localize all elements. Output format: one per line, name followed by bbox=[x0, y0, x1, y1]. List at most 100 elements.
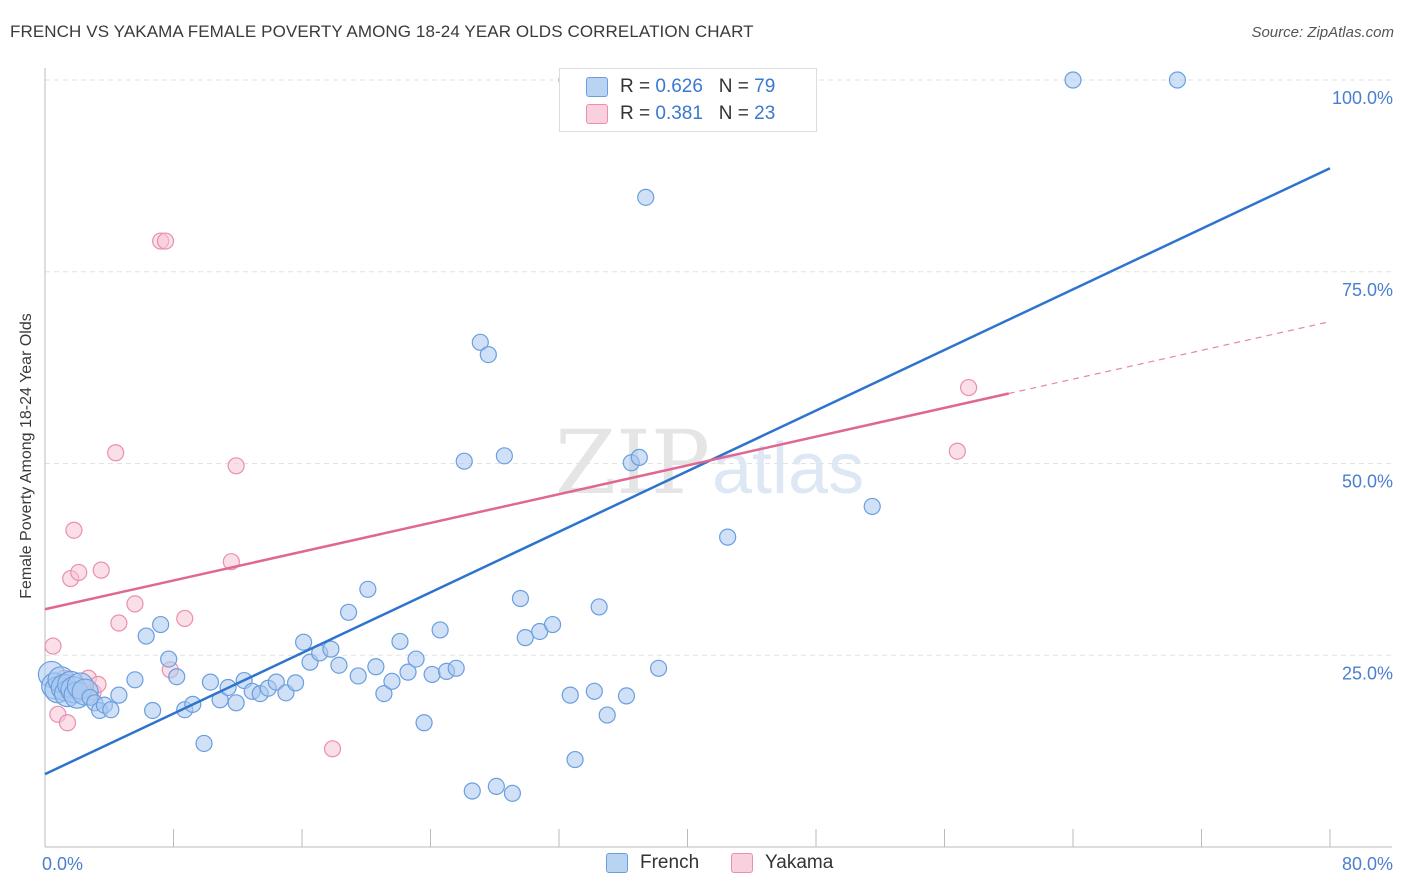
stats-legend: R = 0.626 N = 79 R = 0.381 N = 23 bbox=[559, 68, 817, 132]
french-point bbox=[415, 714, 433, 732]
yakama-point bbox=[92, 561, 110, 579]
yakama-point bbox=[959, 378, 978, 397]
yakama-point bbox=[107, 444, 125, 462]
french-point bbox=[566, 750, 584, 769]
watermark: ZIP atlas bbox=[555, 411, 864, 514]
french-n-label: N = bbox=[718, 76, 755, 97]
french-point bbox=[561, 686, 579, 704]
yakama-point bbox=[65, 521, 83, 539]
legend-item-yakama[interactable]: Yakama bbox=[731, 852, 833, 874]
french-point bbox=[126, 671, 144, 689]
french-point bbox=[375, 684, 393, 703]
yakama-r-label: R = bbox=[620, 103, 656, 124]
french-point bbox=[322, 640, 340, 658]
french-point bbox=[399, 663, 417, 681]
french-point bbox=[144, 701, 162, 720]
french-point bbox=[719, 528, 737, 546]
french-legend-swatch bbox=[606, 853, 628, 873]
french-point bbox=[479, 345, 497, 364]
french-point bbox=[367, 658, 385, 676]
french-point bbox=[195, 734, 213, 753]
french-point bbox=[227, 694, 245, 712]
french-point bbox=[431, 621, 449, 639]
french-point bbox=[168, 668, 186, 686]
yakama-point bbox=[70, 563, 88, 582]
french-point bbox=[630, 448, 648, 466]
french-point bbox=[110, 686, 128, 704]
watermark-atlas: atlas bbox=[712, 429, 864, 509]
yakama-point bbox=[156, 232, 175, 250]
legend-item-french[interactable]: French bbox=[606, 852, 699, 874]
legend-label-yakama: Yakama bbox=[765, 852, 834, 873]
chart-title: FRENCH VS YAKAMA FEMALE POVERTY AMONG 18… bbox=[10, 22, 754, 41]
yakama-trend-extension bbox=[1008, 321, 1331, 395]
french-point bbox=[349, 667, 367, 685]
french-point bbox=[160, 650, 178, 668]
yakama-point bbox=[948, 442, 966, 460]
french-point bbox=[487, 777, 505, 796]
gridlines bbox=[45, 79, 1392, 656]
yakama-n-value: 23 bbox=[754, 103, 776, 124]
french-point bbox=[1168, 71, 1187, 89]
french-point bbox=[598, 706, 616, 724]
french-swatch bbox=[586, 77, 608, 97]
french-point bbox=[1064, 71, 1082, 89]
y-tick-label-25: 25.0% bbox=[1342, 663, 1393, 683]
yakama-swatch bbox=[586, 104, 608, 124]
french-point bbox=[339, 603, 358, 621]
french-r-value: 0.626 bbox=[655, 76, 703, 97]
french-point bbox=[447, 659, 465, 677]
french-point bbox=[330, 656, 348, 674]
french-point bbox=[295, 633, 313, 651]
french-point bbox=[286, 674, 305, 692]
french-point bbox=[152, 615, 170, 634]
french-point bbox=[495, 447, 513, 465]
y-tick-label-50: 50.0% bbox=[1342, 472, 1393, 492]
yakama-point bbox=[58, 714, 77, 732]
french-trend-line bbox=[44, 167, 1331, 776]
yakama-point bbox=[44, 637, 62, 655]
french-point bbox=[585, 682, 603, 700]
source-credit: Source: ZipAtlas.com bbox=[1251, 24, 1394, 41]
yakama-point bbox=[110, 614, 128, 632]
french-point bbox=[516, 629, 534, 647]
french-point bbox=[201, 673, 220, 691]
trend-lines bbox=[44, 167, 1331, 776]
french-point bbox=[267, 673, 285, 691]
y-tick-label-75: 75.0% bbox=[1342, 280, 1393, 300]
french-point bbox=[617, 687, 636, 705]
french-point bbox=[471, 333, 489, 351]
yakama-point bbox=[323, 740, 342, 758]
tick-labels: 25.0% 50.0% 75.0% 100.0% 0.0% 80.0% bbox=[42, 88, 1393, 874]
french-point bbox=[102, 701, 120, 719]
french-r-label: R = bbox=[620, 76, 656, 97]
french-point bbox=[590, 598, 608, 616]
french-point bbox=[543, 615, 562, 634]
french-point bbox=[383, 672, 401, 690]
yakama-point bbox=[126, 595, 144, 613]
french-point bbox=[391, 632, 409, 651]
french-point bbox=[407, 650, 425, 668]
french-point bbox=[637, 188, 655, 206]
french-point bbox=[863, 497, 881, 516]
yakama-n-label: N = bbox=[718, 103, 755, 124]
yakama-r-value: 0.381 bbox=[655, 103, 703, 124]
french-point bbox=[137, 627, 155, 645]
axes bbox=[44, 68, 1392, 848]
french-point bbox=[455, 452, 473, 470]
yakama-point bbox=[176, 609, 194, 628]
french-point bbox=[649, 659, 668, 677]
french-point bbox=[511, 589, 530, 608]
yakama-trend-line bbox=[44, 392, 1010, 611]
y-tick-label-100: 100.0% bbox=[1332, 88, 1393, 108]
french-point bbox=[463, 782, 481, 800]
french-point bbox=[423, 665, 441, 684]
series-legend: French Yakama bbox=[0, 852, 1406, 878]
yakama-point bbox=[227, 457, 245, 475]
french-point bbox=[503, 784, 522, 802]
yakama-legend-swatch bbox=[731, 853, 753, 873]
french-point bbox=[359, 580, 377, 598]
french-n-value: 79 bbox=[754, 76, 776, 97]
x-tick-label-max: 80.0% bbox=[1342, 854, 1393, 874]
